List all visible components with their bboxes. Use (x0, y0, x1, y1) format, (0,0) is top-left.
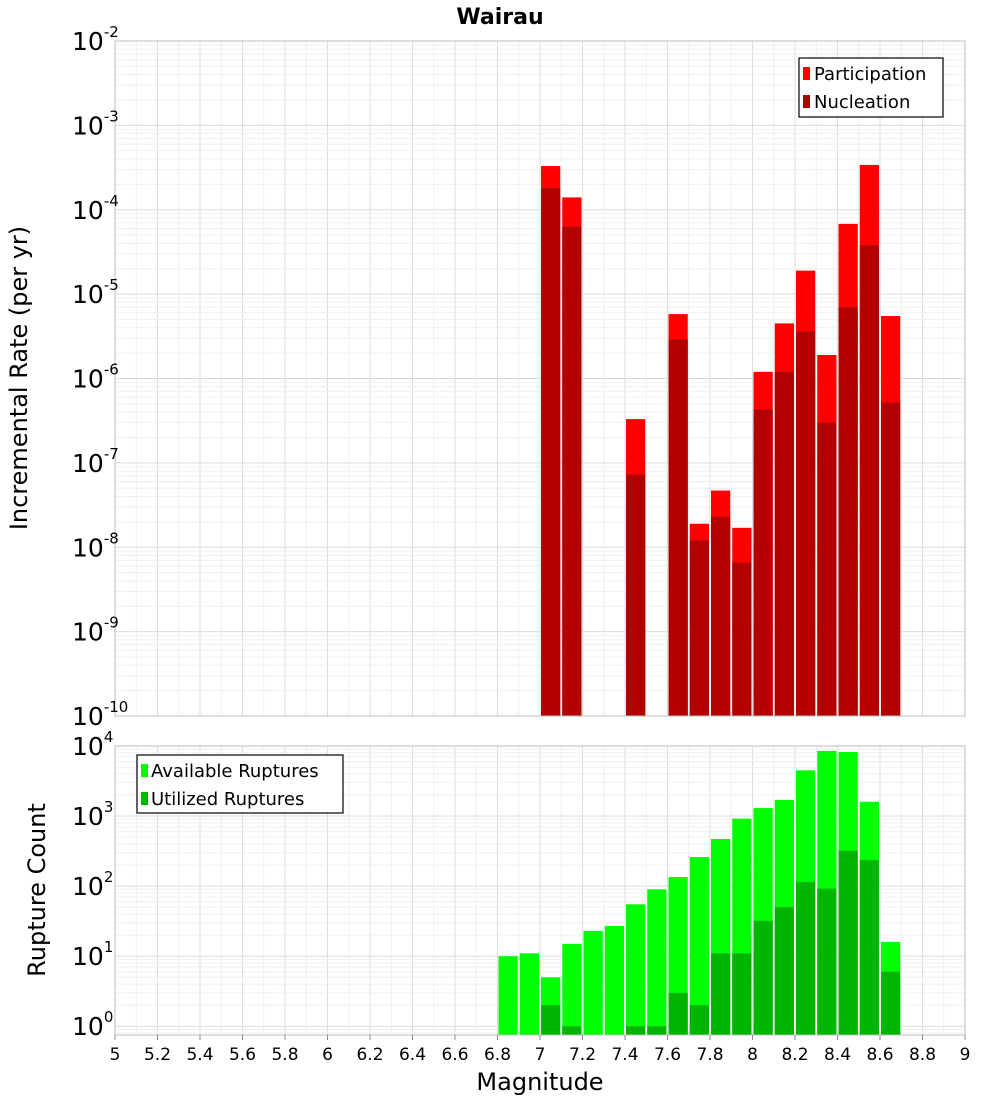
rate-y-ticks: 10-2 10-3 10-4 10-5 10-6 10-7 10-8 10-9 10-10 (72, 23, 128, 731)
x-tick-label: 6.6 (441, 1045, 468, 1065)
y-tick-label: 10-3 (72, 107, 119, 140)
count-legend: Available Ruptures Utilized Ruptures (136, 754, 344, 814)
nucleation-bar (689, 540, 709, 716)
y-tick-label: 10-8 (72, 529, 119, 562)
legend-label-participation: Participation (814, 64, 926, 85)
count-panel: 104 103 102 101 100 5 5.2 5.4 5.6 5.8 6 6.2 6.4 6.6 6… (23, 728, 970, 1096)
rate-grid (114, 41, 966, 717)
utilized-ruptures-bar (626, 1026, 646, 1035)
nucleation-bar (774, 371, 794, 716)
available-ruptures-bar (604, 925, 624, 1035)
utilized-ruptures-bar (859, 860, 879, 1035)
rate-panel: 10-2 10-3 10-4 10-5 10-6 10-7 10-8 10-9 10-10 In… (5, 23, 966, 731)
y-tick-label: 101 (72, 938, 113, 971)
utilized-ruptures-bar (541, 1005, 561, 1035)
utilized-ruptures-bar (774, 907, 794, 1035)
x-tick-label: 7 (535, 1045, 546, 1065)
legend-swatch-participation (803, 67, 810, 80)
utilized-ruptures-bar (796, 881, 816, 1035)
nucleation-bar (541, 188, 561, 717)
x-tick-label: 8.2 (781, 1045, 808, 1065)
x-tick-label: 8.4 (824, 1045, 851, 1065)
nucleation-bar (881, 402, 901, 716)
rate-bars (541, 164, 901, 717)
rate-y-axis-label: Incremental Rate (per yr) (5, 226, 33, 530)
chart-title: Wairau (456, 5, 543, 30)
x-tick-label: 6.4 (399, 1045, 426, 1065)
x-tick-label: 7.4 (611, 1045, 638, 1065)
utilized-ruptures-bar (838, 850, 858, 1035)
count-legend-box (136, 754, 344, 814)
y-tick-label: 104 (72, 728, 113, 761)
available-ruptures-bar (626, 904, 646, 1035)
x-tick-label: 7.6 (654, 1045, 681, 1065)
nucleation-bar (732, 562, 752, 716)
y-tick-label: 103 (72, 798, 113, 831)
x-tick-label: 9 (960, 1045, 971, 1065)
nucleation-bar (859, 245, 879, 717)
rate-plot-frame (114, 40, 966, 717)
y-tick-label: 10-7 (72, 445, 119, 478)
legend-swatch-available (141, 764, 148, 777)
count-y-axis-label: Rupture Count (23, 803, 51, 977)
x-tick-label: 8 (747, 1045, 758, 1065)
rate-legend: Participation Nucleation (798, 57, 944, 118)
available-ruptures-bar (689, 857, 709, 1035)
nucleation-bar (562, 226, 582, 716)
x-tick-label: 5.6 (229, 1045, 256, 1065)
count-x-ticks: 5 5.2 5.4 5.6 5.8 6 6.2 6.4 6.6 6.8 7 7.2 7.4 7.6 7.8 8… (110, 1035, 971, 1065)
utilized-ruptures-bar (881, 971, 901, 1035)
utilized-ruptures-bar (562, 1026, 582, 1035)
legend-label-nucleation: Nucleation (814, 92, 910, 113)
x-tick-label: 7.2 (569, 1045, 596, 1065)
rate-legend-box (798, 57, 944, 118)
nucleation-bar (817, 422, 837, 716)
x-tick-label: 6 (322, 1045, 333, 1065)
nucleation-bar (626, 474, 646, 716)
utilized-ruptures-bar (732, 953, 752, 1035)
legend-label-utilized: Utilized Ruptures (151, 789, 304, 810)
x-tick-label: 7.8 (696, 1045, 723, 1065)
utilized-ruptures-bar (647, 1026, 667, 1035)
available-ruptures-bar (562, 943, 582, 1035)
nucleation-bar (711, 516, 731, 716)
utilized-ruptures-bar (753, 920, 773, 1035)
nucleation-bar (796, 331, 816, 716)
x-tick-label: 6.8 (484, 1045, 511, 1065)
legend-label-available: Available Ruptures (151, 761, 319, 782)
nucleation-bar (753, 409, 773, 716)
y-tick-label: 10-6 (72, 361, 119, 394)
nucleation-bar (838, 307, 858, 716)
count-bars (498, 750, 901, 1035)
x-tick-label: 5 (110, 1045, 121, 1065)
x-tick-label: 5.4 (186, 1045, 213, 1065)
available-ruptures-bar (498, 956, 518, 1035)
y-tick-label: 10-2 (72, 23, 119, 56)
available-ruptures-bar (583, 930, 603, 1035)
utilized-ruptures-bar (689, 1005, 709, 1035)
x-tick-label: 5.8 (271, 1045, 298, 1065)
count-y-ticks: 104 103 102 101 100 (72, 728, 113, 1041)
y-tick-label: 100 (72, 1008, 113, 1041)
legend-swatch-nucleation (803, 95, 810, 108)
y-tick-label: 102 (72, 868, 113, 901)
utilized-ruptures-bar (817, 888, 837, 1035)
legend-swatch-utilized (141, 792, 148, 805)
nucleation-bar (668, 339, 688, 716)
y-tick-label: 10-10 (72, 698, 128, 731)
y-tick-label: 10-5 (72, 276, 119, 309)
x-tick-label: 6.2 (356, 1045, 383, 1065)
utilized-ruptures-bar (668, 992, 688, 1035)
x-tick-label: 8.6 (866, 1045, 893, 1065)
x-tick-label: 5.2 (144, 1045, 171, 1065)
x-tick-label: 8.8 (909, 1045, 936, 1065)
y-tick-label: 10-9 (72, 614, 119, 647)
available-ruptures-bar (519, 953, 539, 1035)
utilized-ruptures-bar (711, 953, 731, 1035)
x-axis-label: Magnitude (476, 1068, 603, 1096)
y-tick-label: 10-4 (72, 192, 119, 225)
available-ruptures-bar (647, 889, 667, 1035)
